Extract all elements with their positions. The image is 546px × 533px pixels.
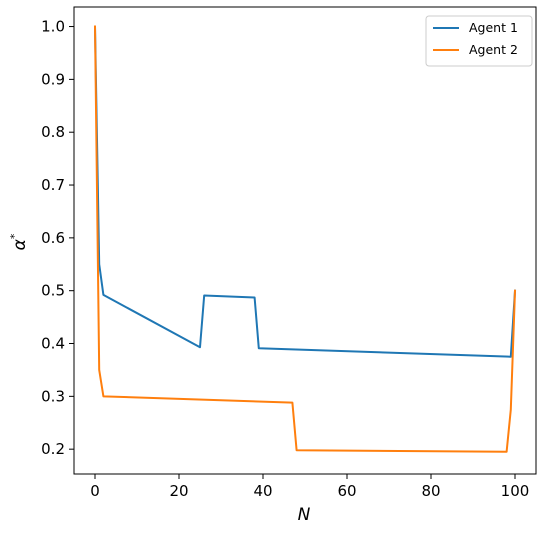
- y-axis-label-base: α: [10, 239, 30, 250]
- y-tick-label: 0.5: [41, 282, 65, 300]
- y-tick-label: 0.8: [41, 123, 65, 141]
- y-tick-label: 1.0: [41, 18, 65, 36]
- y-tick-label: 0.2: [41, 440, 65, 458]
- y-tick-label: 0.9: [41, 70, 65, 88]
- y-axis-label: α*: [8, 233, 30, 250]
- y-tick-label: 0.7: [41, 176, 65, 194]
- series-line-agent-2: [93, 25, 517, 453]
- y-tick-label: 0.3: [41, 387, 65, 405]
- y-axis-ticks: 0.2 0.3 0.4 0.5 0.6 0.7 0.8 0.9 1.0: [41, 18, 74, 458]
- legend: Agent 1 Agent 2: [425, 15, 533, 67]
- y-axis-label-superscript: *: [8, 233, 21, 239]
- plot-lines: [93, 25, 517, 453]
- legend-label-agent-2: Agent 2: [469, 42, 518, 57]
- y-tick-label: 0.4: [41, 335, 65, 353]
- series-line-agent-1: [93, 25, 517, 358]
- x-tick-label: 20: [169, 482, 188, 500]
- x-tick-label: 100: [501, 482, 530, 500]
- x-tick-label: 80: [421, 482, 440, 500]
- x-axis-label: N: [298, 505, 311, 525]
- x-axis-ticks: 0 20 40 60 80 100: [90, 474, 529, 500]
- legend-label-agent-1: Agent 1: [469, 20, 518, 35]
- x-tick-label: 60: [337, 482, 356, 500]
- y-tick-label: 0.6: [41, 229, 65, 247]
- axes-frame: [73, 6, 537, 475]
- x-tick-label: 0: [90, 482, 100, 500]
- x-tick-label: 40: [253, 482, 272, 500]
